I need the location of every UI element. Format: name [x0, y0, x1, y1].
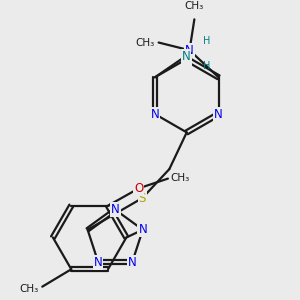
Text: CH₃: CH₃ [136, 38, 155, 47]
Text: N: N [151, 107, 159, 121]
Text: N: N [182, 50, 190, 63]
Text: N: N [182, 52, 191, 65]
Text: N: N [185, 44, 194, 57]
Text: S: S [139, 192, 146, 205]
Text: H: H [203, 61, 211, 71]
Text: CH₃: CH₃ [185, 1, 204, 11]
Text: N: N [138, 223, 147, 236]
Text: O: O [134, 182, 143, 195]
Text: CH₃: CH₃ [19, 284, 38, 294]
Text: N: N [214, 107, 223, 121]
Text: CH₃: CH₃ [171, 172, 190, 183]
Text: N: N [111, 203, 120, 216]
Text: N: N [128, 256, 136, 269]
Text: H: H [203, 36, 211, 46]
Text: N: N [94, 256, 103, 269]
